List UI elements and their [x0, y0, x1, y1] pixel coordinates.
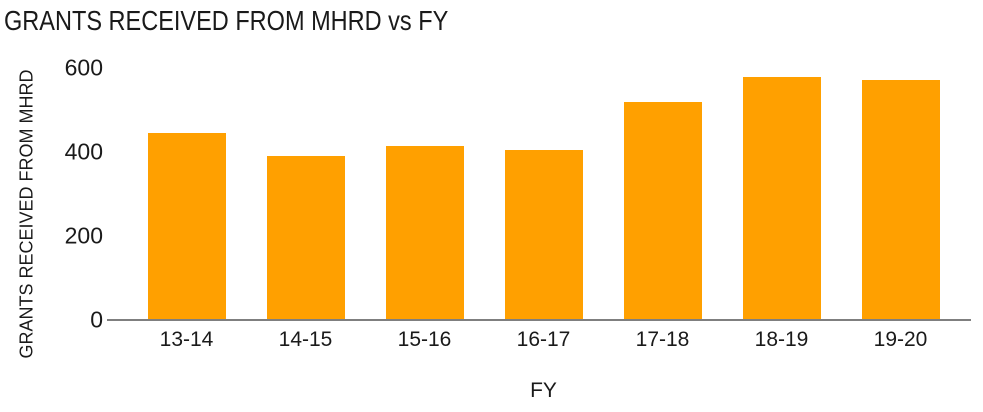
y-tick-label-0: 0 [90, 306, 103, 333]
bar-15-16 [385, 146, 464, 320]
bar-14-15 [266, 156, 345, 320]
bar-slot-18-19 [722, 60, 841, 320]
x-tick-label-13-14: 13-14 [159, 328, 214, 351]
bar-slot-16-17 [484, 60, 603, 320]
x-tick-label-16-17: 16-17 [516, 328, 571, 351]
x-axis-line [107, 319, 971, 321]
y-tick-label-200: 200 [64, 222, 103, 249]
bar-17-18 [623, 102, 702, 320]
bar-18-19 [742, 77, 821, 320]
bar-13-14 [147, 133, 226, 320]
bar-19-20 [861, 80, 940, 320]
y-tick-label-400: 400 [64, 138, 103, 165]
x-tick-labels: 13-14 14-15 15-16 16-17 17-18 18-19 19-20 [127, 328, 960, 352]
bar-slot-14-15 [246, 60, 365, 320]
x-tick-label-19-20: 19-20 [873, 328, 928, 351]
x-tick-label-17-18: 17-18 [635, 328, 690, 351]
x-tick-label-14-15: 14-15 [278, 328, 333, 351]
plot-area [127, 60, 960, 320]
chart-title: GRANTS RECEIVED FROM MHRD vs FY [4, 5, 449, 36]
x-tick-label-15-16: 15-16 [397, 328, 452, 351]
x-axis-title: FY [530, 379, 557, 402]
bar-slot-19-20 [841, 60, 960, 320]
bar-slot-15-16 [365, 60, 484, 320]
bar-slot-17-18 [603, 60, 722, 320]
bar-16-17 [504, 150, 583, 320]
y-tick-label-600: 600 [64, 54, 103, 81]
bar-slot-13-14 [127, 60, 246, 320]
x-tick-label-18-19: 18-19 [754, 328, 809, 351]
